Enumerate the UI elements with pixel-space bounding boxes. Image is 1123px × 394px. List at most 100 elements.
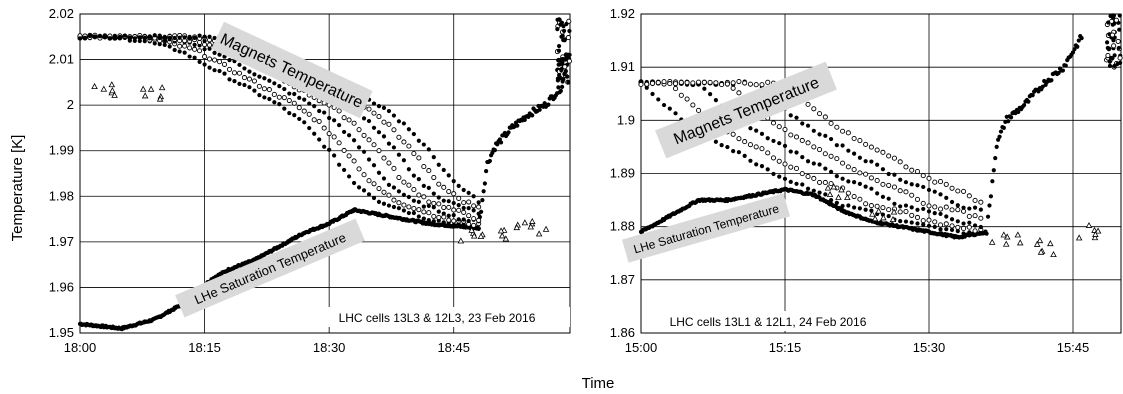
triangle-marker [477, 232, 485, 240]
filled-marker [880, 194, 886, 199]
filled-marker [926, 209, 932, 214]
x-tick-label: 15:45 [1057, 340, 1090, 355]
filled-marker [846, 179, 851, 184]
open-marker [351, 120, 357, 126]
open-marker [246, 76, 252, 82]
open-marker [446, 204, 452, 210]
plot-frame [79, 13, 571, 334]
open-marker [909, 212, 915, 218]
open-marker [857, 170, 863, 176]
filled-marker [187, 36, 192, 41]
filled-marker [759, 164, 765, 169]
filled-marker [754, 162, 759, 167]
filled-marker [834, 143, 839, 148]
open-marker [897, 209, 903, 215]
triangle-marker [1092, 230, 1099, 237]
filled-marker [471, 208, 476, 213]
open-marker [197, 39, 203, 45]
filled-marker [892, 201, 897, 206]
triangle-marker [1033, 240, 1041, 247]
open-marker [1105, 52, 1111, 59]
y-tick-label: 2.02 [49, 6, 74, 21]
filled-marker [327, 147, 332, 152]
filled-marker [949, 217, 955, 222]
open-marker [753, 82, 759, 88]
open-marker [361, 132, 367, 138]
x-tick-label: 18:30 [313, 340, 346, 355]
filled-marker [863, 207, 868, 212]
open-marker [281, 95, 287, 101]
open-marker [972, 228, 978, 234]
filled-marker [909, 182, 914, 187]
filled-marker [401, 192, 406, 197]
filled-marker [994, 144, 999, 149]
open-marker [202, 54, 208, 60]
open-marker [386, 121, 392, 127]
filled-marker [172, 47, 177, 53]
open-marker [207, 42, 213, 48]
x-tick-label: 18:00 [64, 340, 97, 355]
filled-marker [921, 184, 926, 190]
open-marker [874, 203, 880, 209]
y-tick-label: 1.88 [610, 219, 635, 234]
filled-marker [823, 133, 828, 138]
filled-marker [1117, 13, 1122, 18]
filled-marker [386, 182, 392, 187]
open-marker [356, 166, 362, 172]
data-markers [77, 17, 572, 332]
open-marker [396, 134, 402, 140]
open-marker [770, 120, 777, 126]
filled-marker [421, 204, 426, 209]
filled-marker [484, 168, 489, 174]
filled-marker [985, 214, 991, 219]
filled-marker [949, 199, 955, 205]
triangle-marker [1091, 234, 1099, 241]
open-marker [845, 190, 851, 196]
open-marker [216, 59, 223, 65]
filled-marker [719, 143, 724, 148]
filled-marker [451, 200, 456, 206]
triangle-marker [1094, 227, 1102, 234]
filled-marker [915, 207, 920, 212]
filled-marker [1079, 36, 1084, 41]
triangle-marker [1085, 221, 1093, 228]
triangle-marker [513, 224, 521, 231]
filled-marker [446, 213, 451, 218]
open-marker [401, 202, 407, 208]
filled-marker [351, 180, 357, 186]
open-marker [828, 181, 834, 187]
open-marker [828, 120, 834, 126]
filled-marker [938, 211, 943, 217]
filled-marker [242, 66, 247, 71]
open-marker [291, 100, 297, 106]
open-marker [256, 83, 262, 89]
filled-marker [411, 173, 416, 178]
filled-marker [869, 186, 874, 191]
y-tick-label: 1.96 [49, 279, 74, 294]
data-markers [638, 13, 1123, 257]
open-marker [932, 179, 938, 185]
open-marker [903, 164, 909, 170]
open-marker [1115, 38, 1121, 44]
filled-marker [846, 148, 851, 153]
filled-marker [805, 123, 811, 128]
filled-marker [451, 213, 456, 218]
open-marker [231, 70, 238, 76]
open-marker [565, 35, 571, 41]
filled-marker [456, 202, 461, 208]
filled-marker [416, 138, 421, 143]
filled-marker [560, 79, 565, 84]
filled-marker [87, 33, 93, 38]
filled-marker [875, 191, 880, 196]
triangle-marker [869, 210, 876, 217]
triangle-marker [502, 235, 510, 242]
open-marker [446, 217, 452, 223]
filled-marker [237, 81, 242, 86]
filled-marker [82, 35, 88, 40]
open-marker [451, 218, 457, 224]
filled-marker [817, 162, 822, 167]
filled-marker [411, 131, 416, 137]
filled-marker [828, 198, 834, 203]
y-tick-label: 1.89 [610, 166, 635, 181]
filled-marker [212, 35, 217, 41]
